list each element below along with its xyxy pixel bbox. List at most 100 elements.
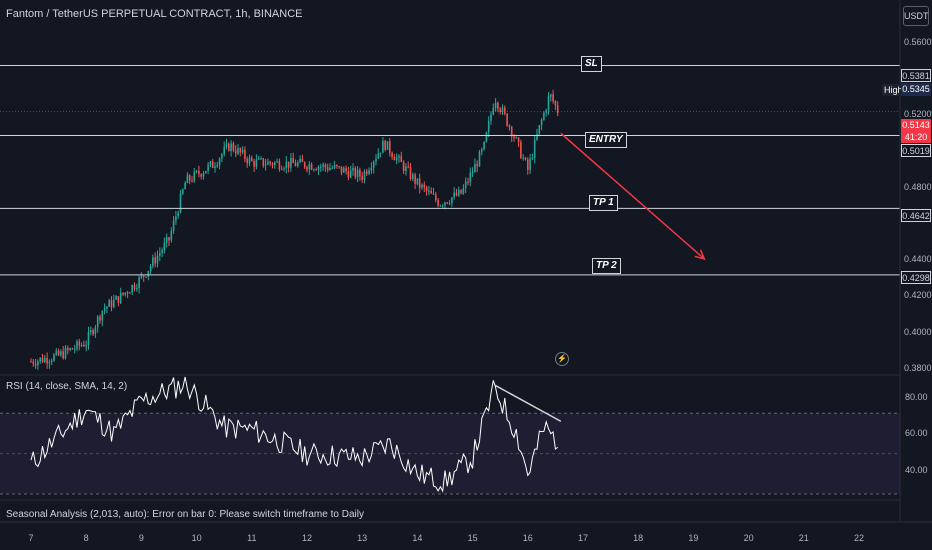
candle-body <box>126 292 129 294</box>
rsi-line <box>30 376 559 493</box>
candle-body <box>308 164 311 170</box>
candle-body <box>221 154 223 159</box>
candle-body <box>257 158 260 160</box>
time-tick: 18 <box>633 533 644 543</box>
candle-body <box>103 308 106 311</box>
candle-body <box>386 141 389 150</box>
candle-body <box>506 113 508 126</box>
candle-body <box>37 361 39 366</box>
candle-body <box>228 143 230 151</box>
lightning-icon[interactable]: ⚡ <box>555 352 569 366</box>
candle-body <box>421 184 423 188</box>
sl-label[interactable]: SL <box>581 56 602 72</box>
candle-body <box>119 292 122 304</box>
candle-body <box>379 152 382 154</box>
candle-body <box>462 188 465 194</box>
candle-body <box>469 172 472 183</box>
candle-body <box>62 351 64 359</box>
candle-body <box>366 171 368 174</box>
candle-body <box>448 203 451 205</box>
candle-body <box>200 174 202 177</box>
candle-body <box>303 162 306 168</box>
candle-body <box>172 220 175 231</box>
candle-body <box>69 348 71 350</box>
candle-body <box>414 174 416 184</box>
candle-body <box>205 170 207 174</box>
candle-body <box>425 187 428 191</box>
candle-body <box>464 181 467 189</box>
candle-body <box>207 164 209 171</box>
candle-body <box>278 161 281 170</box>
candle-body <box>30 361 32 363</box>
candle-body <box>460 189 462 194</box>
rsi-tick: 80.00 <box>905 392 928 402</box>
candle-body <box>73 348 76 350</box>
candle-body <box>432 193 435 195</box>
time-tick: 17 <box>577 533 589 543</box>
candle-body <box>90 330 92 333</box>
candle-body <box>405 166 407 172</box>
candle-body <box>513 136 515 138</box>
candle-body <box>138 277 140 289</box>
candle-body <box>326 167 329 171</box>
candle-body <box>458 189 460 196</box>
currency-button[interactable]: USDT <box>903 6 929 26</box>
candle-body <box>494 102 497 108</box>
candle-body <box>370 167 373 171</box>
candle-body <box>329 167 331 171</box>
candle-body <box>230 143 232 151</box>
candle-body <box>377 153 380 159</box>
price-tick: 0.5200 <box>904 109 932 119</box>
tp1-label[interactable]: TP 1 <box>589 195 618 211</box>
candle-body <box>363 171 366 180</box>
candle-body <box>402 161 405 172</box>
level-lines <box>0 65 900 276</box>
candle-body <box>529 158 531 170</box>
candle-body <box>223 146 225 155</box>
rsi-indicator-label[interactable]: RSI (14, close, SMA, 14, 2) <box>6 381 128 392</box>
candle-body <box>347 171 350 178</box>
candle-body <box>322 164 324 167</box>
candle-body <box>476 164 478 167</box>
candle-body <box>269 161 271 164</box>
candle-body <box>340 166 343 173</box>
candle-body <box>55 350 58 355</box>
candle-body <box>170 230 173 241</box>
candle-body <box>455 192 458 196</box>
candle-body <box>299 158 301 163</box>
candle-body <box>53 354 55 361</box>
candle-body <box>184 182 186 190</box>
candle-body <box>504 107 506 114</box>
candle-body <box>361 176 363 180</box>
time-tick: 13 <box>357 533 368 543</box>
price-tick: 0.4200 <box>904 290 932 300</box>
candle-body <box>301 158 304 163</box>
candle-body <box>211 161 214 168</box>
candle-body <box>193 171 196 181</box>
candle-body <box>78 341 81 346</box>
candle-body <box>485 132 488 142</box>
candle-body <box>271 163 274 166</box>
candle-body <box>336 164 338 167</box>
candle-body <box>441 205 444 207</box>
candle-body <box>368 170 370 174</box>
candle-body <box>264 164 267 166</box>
candle-body <box>338 166 340 168</box>
tp2-label[interactable]: TP 2 <box>592 258 621 274</box>
candle-body <box>39 357 41 362</box>
entry-label[interactable]: ENTRY <box>585 132 627 148</box>
candle-body <box>115 296 117 300</box>
candle-body <box>60 351 62 356</box>
time-tick: 22 <box>853 533 865 543</box>
candle-body <box>372 161 375 168</box>
candle-body <box>149 266 152 271</box>
candle-body <box>439 205 442 207</box>
candle-body <box>400 155 403 162</box>
time-tick: 16 <box>522 533 533 543</box>
candle-body <box>556 105 559 114</box>
candle-body <box>554 101 557 106</box>
candle-body <box>140 275 143 278</box>
candle-body <box>94 327 97 334</box>
candle-body <box>46 357 48 364</box>
